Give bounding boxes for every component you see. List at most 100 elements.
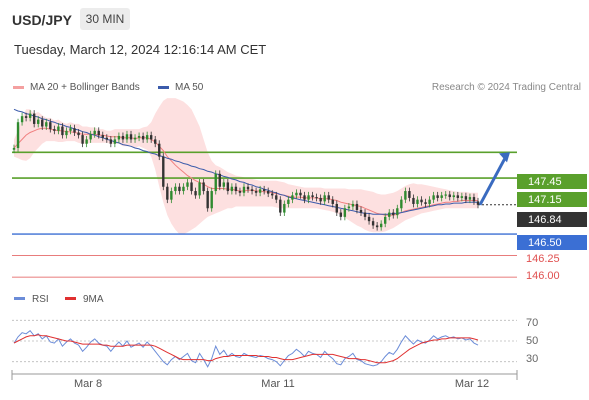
candle — [53, 125, 56, 135]
candle — [16, 118, 20, 152]
candle-body — [476, 201, 480, 205]
candle — [20, 112, 24, 126]
ma20-swatch — [13, 86, 24, 89]
candle — [162, 153, 165, 191]
candle-body — [452, 195, 455, 198]
price-levels — [12, 151, 517, 278]
candle-body — [20, 116, 24, 123]
candle — [359, 206, 363, 216]
candle — [400, 196, 403, 212]
candle — [283, 200, 286, 216]
candle — [49, 118, 52, 133]
candle-body — [238, 191, 242, 193]
candle-body — [198, 182, 201, 196]
candle — [61, 123, 64, 139]
candle — [41, 116, 44, 130]
candle — [347, 203, 351, 212]
candle-body — [210, 191, 213, 209]
rsi-9ma-line — [13, 334, 479, 364]
candle-body — [113, 139, 117, 144]
svg-text:147.15: 147.15 — [528, 194, 562, 206]
candle-body — [307, 195, 310, 200]
candle-body — [166, 186, 169, 200]
candle — [254, 187, 258, 197]
candle — [367, 213, 371, 225]
candle-body — [97, 130, 100, 136]
candle — [210, 187, 213, 212]
candle-body — [137, 135, 141, 138]
candle — [129, 130, 133, 143]
legend-label-ma50: MA 50 — [175, 82, 204, 93]
bollinger-bands — [14, 98, 478, 235]
candle-body — [424, 202, 427, 204]
candle-body — [65, 130, 68, 136]
candle-body — [275, 195, 278, 200]
candle — [133, 134, 137, 143]
candle-body — [315, 197, 318, 199]
candle-body — [287, 199, 290, 204]
candle-body — [57, 126, 60, 131]
timeframe-button[interactable]: 30 MIN — [80, 8, 130, 30]
legend-item-ma50: MA 50 — [158, 82, 203, 93]
candle-body — [250, 189, 254, 192]
candle — [464, 192, 468, 204]
candle — [158, 140, 161, 161]
candle — [170, 187, 173, 204]
candle — [404, 187, 407, 204]
candle-body — [295, 192, 298, 196]
symbol-title: USD/JPY — [12, 12, 72, 28]
candle-body — [375, 225, 379, 228]
candle-body — [149, 135, 153, 140]
candle-body — [432, 195, 435, 200]
legend-label-ma20: MA 20 + Bollinger Bands — [30, 82, 140, 93]
candle-body — [343, 208, 347, 217]
forecast-arrow-head — [499, 152, 510, 163]
price-label-146-84: 146.84 — [517, 212, 587, 227]
candle — [190, 179, 193, 195]
candle-body — [77, 132, 80, 136]
candle-body — [158, 143, 161, 157]
candle — [379, 220, 383, 231]
candle-body — [404, 191, 407, 200]
candle — [452, 191, 455, 201]
candle-body — [355, 203, 359, 210]
candle — [432, 191, 435, 204]
candle — [242, 183, 246, 197]
bollinger-band-fill — [14, 98, 478, 235]
candle — [222, 179, 226, 191]
candle-body — [331, 199, 334, 204]
candle-body — [194, 191, 197, 196]
candle — [97, 127, 100, 139]
candle-body — [45, 122, 48, 127]
candle-body — [448, 194, 451, 198]
candle-body — [234, 186, 238, 192]
candle-body — [32, 113, 36, 124]
candle-body — [367, 216, 371, 222]
candle-body — [311, 195, 314, 198]
candle — [69, 124, 72, 135]
candle — [113, 135, 117, 148]
candle-body — [141, 135, 145, 140]
candle-body — [396, 208, 399, 216]
candle-body — [121, 135, 125, 140]
candle — [315, 193, 318, 202]
candle-body — [388, 212, 391, 217]
candle-body — [174, 186, 177, 192]
candle-body — [392, 212, 395, 216]
candle — [311, 191, 314, 201]
candle — [234, 183, 238, 195]
candle-body — [16, 122, 20, 149]
candle — [141, 132, 145, 143]
candle-body — [444, 194, 447, 196]
price-label-147-45: 147.45 — [517, 174, 587, 189]
candle — [89, 130, 92, 143]
candle-body — [24, 116, 28, 118]
candle — [258, 185, 262, 197]
candle-body — [109, 139, 113, 144]
candle — [428, 196, 431, 208]
candle — [355, 200, 359, 214]
candle — [299, 189, 302, 199]
candle — [388, 209, 391, 221]
candle — [436, 191, 439, 202]
candle-body — [218, 173, 221, 187]
